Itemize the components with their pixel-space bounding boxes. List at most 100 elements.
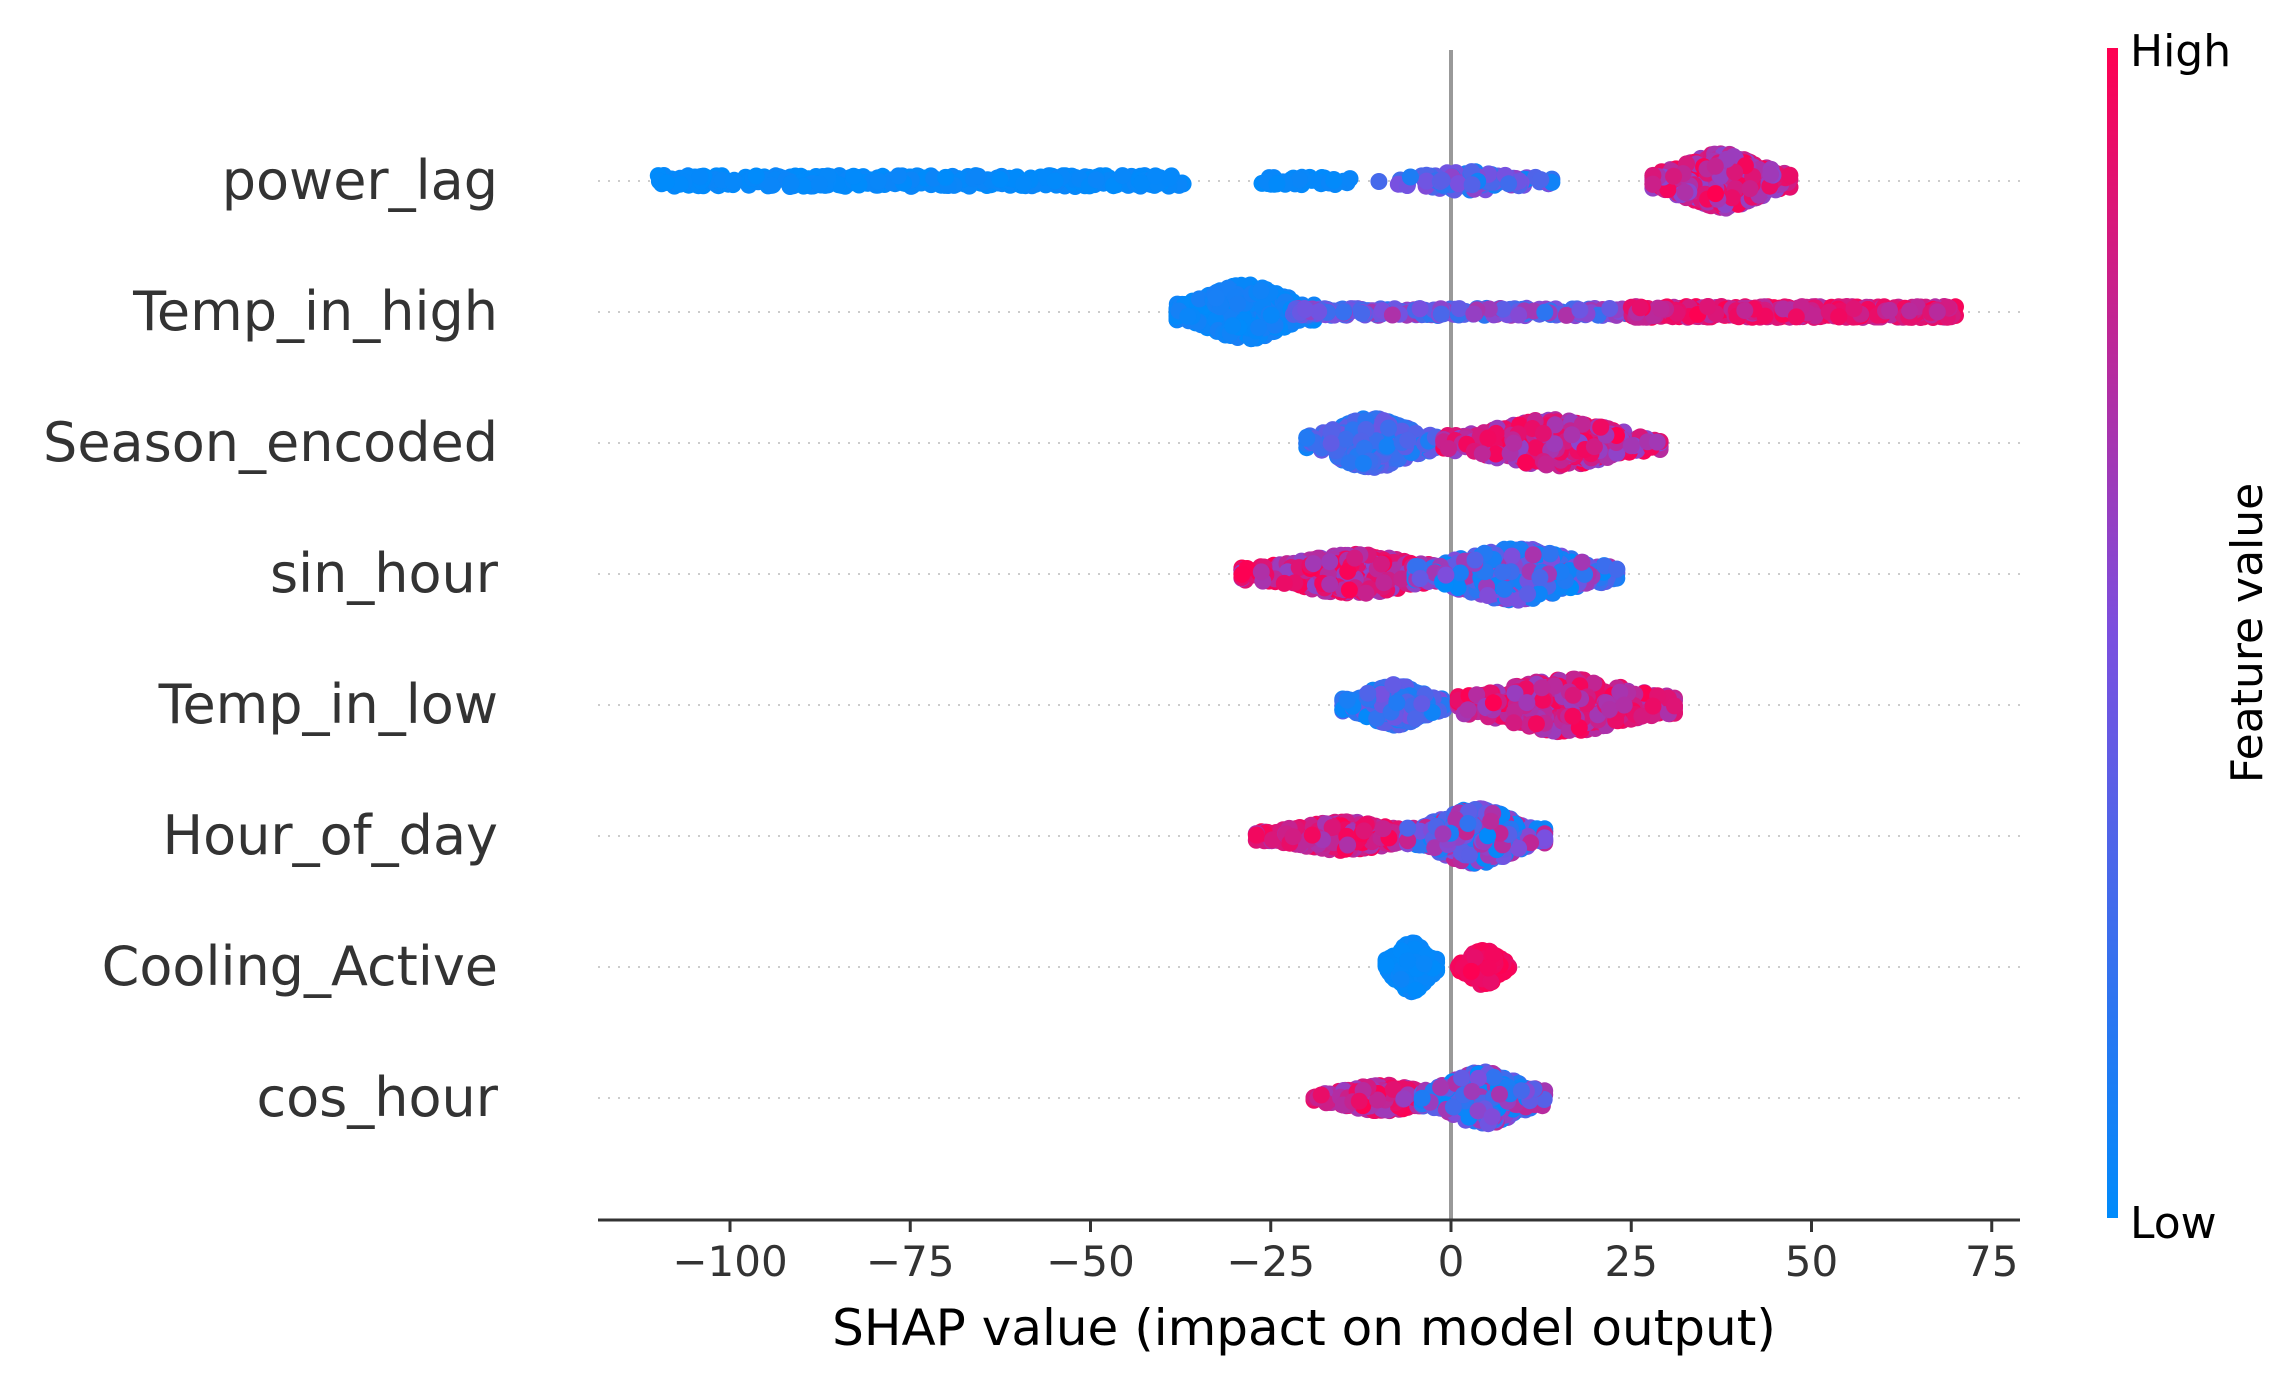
shap-point [1378,437,1396,455]
shap-point [1179,307,1197,325]
feature-row-Temp_in_low [1334,670,1683,741]
shap-point [1774,300,1792,318]
shap-point [1726,163,1744,181]
shap-point [1146,167,1164,185]
shap-point [1592,418,1610,436]
shap-point [1190,290,1208,308]
shap-point [1571,301,1589,319]
shap-point [1449,175,1467,193]
shap-point [1411,300,1429,318]
shap-point [1524,546,1542,564]
shap-point [1631,299,1649,317]
shap-point [1411,570,1429,587]
shap-point [795,177,813,195]
feature-row-sin_hour [1233,540,1626,609]
shap-point [1440,440,1457,458]
shap-point [1346,549,1364,567]
shap-point [1015,175,1033,193]
shap-point [1373,555,1390,573]
shap-point [1901,302,1919,320]
shap-point [1781,166,1799,184]
shap-point [1537,455,1555,473]
feature-row-power_lag [649,145,1799,217]
shap-point [1648,433,1666,451]
shap-point [1601,300,1619,317]
shap-point [1325,172,1343,189]
shap-point [1503,547,1521,565]
shap-point [1480,300,1498,318]
shap-point [1321,575,1339,593]
shap-point [1451,564,1469,582]
shap-point [1338,691,1356,709]
shap-point [1437,566,1455,584]
shap-point [1418,172,1435,190]
shap-point [1505,434,1523,452]
shap-point [1787,308,1805,326]
feature-row-Temp_in_high [1168,276,1964,348]
shap-point [1707,185,1724,203]
shap-point [1353,304,1371,322]
shap-point [1159,169,1177,187]
shap-point [1275,574,1293,592]
shap-point [1406,710,1424,728]
shap-point [1517,454,1535,471]
shap-point [1357,584,1375,602]
shap-point [1298,429,1316,447]
shap-point [810,175,828,193]
shap-point [1250,319,1268,337]
shap-point [1341,170,1359,188]
shap-point [991,170,1009,188]
shap-point [782,174,800,192]
shap-point [1354,454,1372,472]
shap-point [1519,585,1537,603]
shap-point [1401,168,1419,186]
shap-point [1304,555,1322,573]
shap-point [1479,429,1497,447]
shap-point [1383,306,1401,324]
shap-point [1114,167,1131,185]
shap-point [1388,694,1406,712]
shap-point [1087,171,1105,189]
shap-point [1531,569,1549,586]
shap-point [1830,308,1848,326]
shap-point [1479,587,1497,604]
shap-point [1608,560,1626,578]
beeswarm-points [649,145,1964,1133]
shap-point [1473,445,1491,463]
shap-point [1536,303,1554,321]
shap-point [1432,305,1450,323]
shap-point [1399,431,1417,449]
shap-point [1723,189,1741,207]
shap-point [1845,300,1863,318]
shap-point [1699,298,1717,316]
shap-point [1676,183,1694,201]
shap-point [1534,424,1552,442]
shap-point [1229,295,1247,313]
shap-point [1541,545,1559,563]
shap-point [1928,303,1946,321]
shap-point [1321,553,1339,571]
shap-point [1706,157,1724,175]
shap-point [1433,171,1451,189]
shap-point [1252,563,1270,581]
shap-point [1665,167,1683,185]
shap-point [1268,175,1286,193]
shap-point [1762,165,1780,183]
shap-point [1881,301,1898,319]
shap-point [1736,302,1754,319]
shap-point [1652,300,1670,318]
shap-point [1310,303,1328,321]
shap-point [1494,300,1512,318]
shap-point [1384,676,1402,694]
shap-point [1450,300,1468,318]
shap-point [1340,581,1358,599]
shap-point [1557,306,1575,324]
shap-point [845,167,863,185]
shap-point [1297,301,1314,318]
shap-point [969,167,987,185]
shap-point [1359,684,1377,702]
shap-point [1573,553,1591,571]
shap-point [1133,174,1151,192]
shap-point [1622,437,1640,455]
